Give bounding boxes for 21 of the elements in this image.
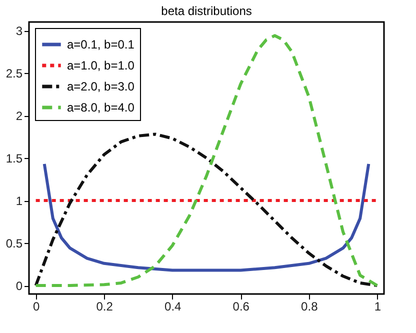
y-tick-label: 1 [16, 194, 23, 208]
y-tick-label: 2 [16, 109, 23, 123]
line-series [34, 132, 379, 287]
x-tick-label: 1 [374, 300, 382, 314]
x-tick-label: 0 [32, 300, 40, 314]
legend-label: a=1.0, b=1.0 [67, 58, 135, 72]
line-series [42, 162, 370, 272]
y-tick-label: 3 [16, 24, 23, 38]
y-tick-label: 2.5 [6, 66, 23, 80]
y-tick-label: 0 [16, 279, 23, 293]
x-tick-label: 0.4 [164, 300, 182, 314]
y-tick-label: 1.5 [6, 152, 23, 166]
legend-label: a=8.0, b=4.0 [67, 100, 135, 114]
legend-label: a=2.0, b=3.0 [67, 80, 135, 94]
x-tick-label: 0.6 [232, 300, 250, 314]
legend-label: a=0.1, b=0.1 [67, 38, 135, 52]
x-tick-label: 0.2 [96, 300, 114, 314]
line-series [34, 34, 379, 287]
x-tick-label: 0.8 [301, 300, 318, 314]
y-tick-label: 0.5 [6, 236, 23, 250]
chart-title: beta distributions [161, 4, 252, 18]
